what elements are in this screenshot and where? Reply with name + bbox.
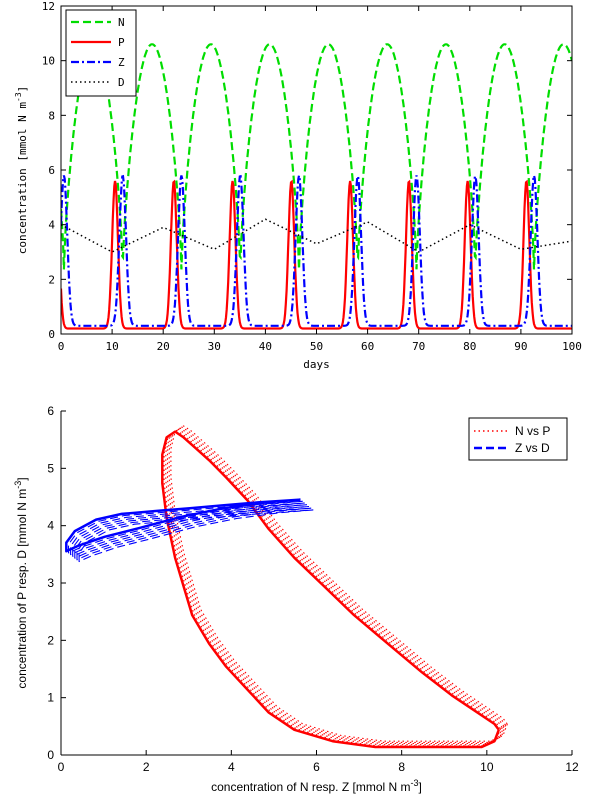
y-tick-label: 0 xyxy=(47,748,54,762)
legend-box xyxy=(65,9,137,97)
y-tick-label: 4 xyxy=(48,219,55,232)
series-line-Z xyxy=(61,174,572,327)
x-tick-label: 50 xyxy=(310,340,323,353)
x-tick-label: 8 xyxy=(398,760,405,774)
y-tick-label: 12 xyxy=(42,0,55,13)
legend-box xyxy=(468,417,568,461)
x-tick-label: 60 xyxy=(361,340,374,353)
x-tick-label: 100 xyxy=(562,340,582,353)
series-line-N xyxy=(61,43,572,270)
legend-label-Z: Z xyxy=(118,56,125,69)
y-tick-label: 2 xyxy=(47,633,54,647)
y-tick-label: 4 xyxy=(47,519,54,533)
series-line-n-vs-p xyxy=(165,428,503,746)
series-line-z-vs-d xyxy=(74,505,310,559)
x-tick-label: 70 xyxy=(412,340,425,353)
x-tick-label: 12 xyxy=(565,760,579,774)
series-line-z-vs-d xyxy=(67,500,303,554)
x-axis-label: days xyxy=(303,358,330,371)
legend-label-n-vs-p: N vs P xyxy=(515,424,550,438)
y-tick-label: 5 xyxy=(47,461,54,475)
y-tick-label: 10 xyxy=(42,55,55,68)
y-tick-label: 6 xyxy=(48,164,55,177)
x-tick-label: 90 xyxy=(514,340,527,353)
y-tick-label: 0 xyxy=(48,328,55,341)
series-line-n-vs-p xyxy=(163,429,502,747)
legend-label-z-vs-d: Z vs D xyxy=(515,441,550,455)
x-tick-label: 4 xyxy=(228,760,235,774)
plot1-lines xyxy=(61,43,572,330)
y-tick-label: 8 xyxy=(48,109,55,122)
plot1-axes-box xyxy=(60,5,573,335)
x-axis-label: concentration of N resp. Z [mmol N m-3] xyxy=(211,778,422,794)
y-axis-label: concentration [mmol N m-3] xyxy=(14,86,29,255)
legend-label-P: P xyxy=(118,36,125,49)
series-line-z-vs-d xyxy=(76,507,312,561)
x-tick-label: 10 xyxy=(480,760,494,774)
series-line-z-vs-d xyxy=(78,509,314,563)
legend-label-N: N xyxy=(118,16,125,29)
y-tick-label: 2 xyxy=(48,273,55,286)
top-time-series-plot: 0 10 20 30 40 50 60 70 80 90 100 0 2 4 6 8 10 12 days conce… xyxy=(14,0,582,371)
y-tick-label: 3 xyxy=(47,576,54,590)
series-line-P xyxy=(61,179,572,330)
legend-label-D: D xyxy=(118,76,125,89)
x-tick-label: 0 xyxy=(58,760,65,774)
x-tick-label: 0 xyxy=(58,340,65,353)
series-line-D xyxy=(61,218,572,253)
x-tick-label: 2 xyxy=(143,760,150,774)
series-line-z-vs-d xyxy=(70,502,305,556)
y-tick-label: 6 xyxy=(47,404,54,418)
x-tick-label: 30 xyxy=(208,340,221,353)
x-tick-label: 20 xyxy=(157,340,170,353)
plot2-lines xyxy=(65,425,508,749)
x-tick-label: 6 xyxy=(313,760,320,774)
series-line-n-vs-p xyxy=(161,430,500,749)
x-tick-label: 40 xyxy=(259,340,272,353)
x-tick-label: 10 xyxy=(105,340,118,353)
series-line-z-vs-d xyxy=(72,504,307,557)
plot2-legend: N vs P Z vs D xyxy=(468,417,568,461)
x-tick-label: 80 xyxy=(463,340,476,353)
y-axis-label: concentration of P resp. D [mmol N m-3] xyxy=(13,477,29,688)
y-tick-label: 1 xyxy=(47,691,54,705)
series-line-n-vs-p xyxy=(168,426,507,743)
